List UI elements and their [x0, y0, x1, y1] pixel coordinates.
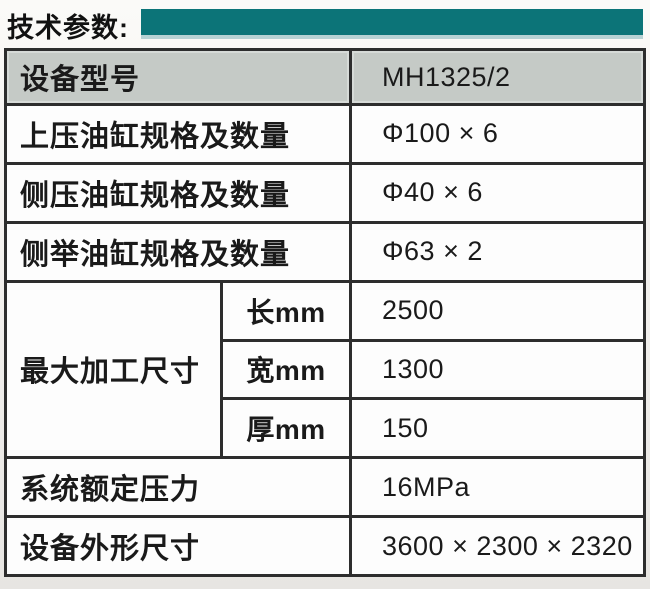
spec-sublabel-length: 长mm	[223, 282, 349, 339]
spec-value-rated-pressure: 16MPa	[352, 459, 643, 516]
spec-label-model: 设备型号	[7, 51, 349, 103]
spec-value-side-lift-cylinder: Φ63 × 2	[352, 223, 643, 280]
spec-label-side-lift-cylinder: 侧举油缸规格及数量	[7, 223, 349, 280]
page-title: 技术参数:	[7, 12, 129, 43]
spec-label-max-working-size: 最大加工尺寸	[7, 282, 220, 457]
spec-sublabel-thickness: 厚mm	[223, 400, 349, 457]
spec-label-upper-cylinder: 上压油缸规格及数量	[7, 106, 349, 162]
spec-value-model: MH1325/2	[352, 51, 643, 103]
spec-value-side-press-cylinder: Φ40 × 6	[352, 164, 643, 221]
spec-label-side-press-cylinder: 侧压油缸规格及数量	[7, 164, 349, 221]
spec-label-rated-pressure: 系统额定压力	[7, 459, 349, 516]
accent-bar	[141, 9, 643, 39]
spec-value-width: 1300	[352, 341, 643, 398]
spec-table: 设备型号 MH1325/2 上压油缸规格及数量 Φ100 × 6 侧压油缸规格及…	[4, 48, 646, 577]
spec-sublabel-width: 宽mm	[223, 341, 349, 398]
spec-value-upper-cylinder: Φ100 × 6	[352, 106, 643, 162]
spec-value-overall-size: 3600 × 2300 × 2320	[352, 518, 643, 574]
spec-value-thickness: 150	[352, 400, 643, 457]
spec-label-overall-size: 设备外形尺寸	[7, 518, 349, 574]
title-row: 技术参数:	[7, 7, 643, 43]
spec-value-length: 2500	[352, 282, 643, 339]
